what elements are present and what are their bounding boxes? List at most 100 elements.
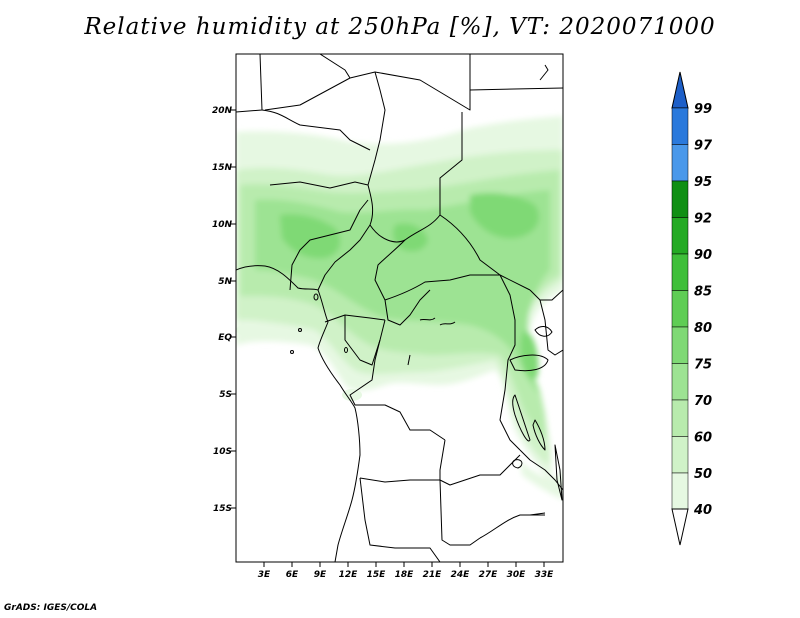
colorbar-segment [671,326,689,364]
colorbar-label: 90 [694,248,712,263]
humidity-patch [342,389,362,401]
lon-tick-label: 27E [479,570,499,580]
colorbar: 99 97 95 92 90 85 80 75 70 60 50 40 [671,71,713,546]
colorbar-segment [671,399,689,437]
country-border [236,54,263,113]
lake [509,354,549,372]
humidity-patch [236,324,264,336]
colorbar-segment [671,290,689,328]
lat-tick-label: 10S [213,447,232,457]
lake [534,326,553,337]
country-border [349,339,446,441]
lat-tick-label: 15N [212,163,233,173]
colorbar-label: 80 [694,321,712,336]
colorbar-segment [671,472,689,510]
island [313,293,319,301]
lake [554,444,563,501]
map-title: Relative humidity at 250hPa [%], VT: 202… [84,14,716,40]
colorbar-segment [671,363,689,401]
humidity-contour-75 [393,223,428,252]
country-border [439,214,531,291]
country-border [439,454,521,486]
island [344,347,348,353]
island [298,328,302,332]
borders [236,54,563,562]
humidity-field [236,116,563,500]
colorbar-label: 50 [694,467,712,482]
lon-tick-label: 12E [339,570,359,580]
lon-tick-label: 33E [535,570,555,580]
colorbar-label: 99 [694,102,712,117]
river [419,317,436,321]
country-border [529,289,563,301]
country-border [374,54,471,111]
lat-tick-label: 10N [212,220,233,230]
colorbar-label: 95 [694,175,712,190]
coastline [236,265,361,562]
lon-tick-label: 15E [367,570,387,580]
island [290,350,294,354]
colorbar-label: 70 [694,394,712,409]
country-border [324,314,386,323]
colorbar-label: 85 [694,285,712,300]
country-border [439,479,481,546]
lake [532,419,546,451]
colorbar-segment [671,107,689,145]
colorbar-label: 40 [693,503,712,518]
lon-tick-label: 18E [395,570,415,580]
country-border [479,514,545,539]
country-border [317,224,371,291]
country-border [264,54,351,111]
country-border [367,184,441,243]
lon-tick-label: 6E [286,570,299,580]
colorbar-segment [671,144,689,182]
colorbar-label: 75 [694,358,712,373]
latitude-labels: 20N 15N 10N 5N EQ 5S 10S 15S [212,106,233,514]
country-border [261,109,371,151]
colorbar-bottom-arrow [671,508,689,546]
colorbar-segment [671,217,689,255]
lake [512,459,523,469]
lat-tick-label: 20N [212,106,233,116]
lat-tick-label: 5S [219,390,232,400]
country-border [539,299,563,356]
country-border [344,315,386,366]
lon-tick-label: 21E [423,570,443,580]
colorbar-segment [671,436,689,474]
colorbar-top-arrow [671,71,689,109]
colorbar-label: 92 [694,212,712,227]
lat-tick-label: 5N [218,277,232,287]
lon-tick-label: 24E [451,570,471,580]
country-border [469,87,563,91]
river [539,64,549,81]
lake [512,394,531,442]
colorbar-segment [671,253,689,291]
colorbar-label: 97 [694,139,713,154]
country-border [499,274,521,451]
humidity-contour-75 [520,330,539,380]
country-border [359,477,441,562]
colorbar-segment [671,180,689,218]
lat-tick-label: 15S [213,504,232,514]
river [407,354,411,366]
colorbar-label: 60 [694,431,712,446]
country-border [289,199,369,291]
lon-tick-label: 9E [314,570,327,580]
lat-tick-label: EQ [218,333,232,343]
lon-tick-label: 3E [258,570,271,580]
longitude-labels: 3E 6E 9E 12E 15E 18E 21E 24E 27E 30E 33E [258,570,554,580]
country-border [359,439,446,483]
country-border [384,289,431,326]
river [439,321,456,326]
country-border [384,274,500,301]
humidity-contour-40 [520,460,563,500]
country-border [269,181,369,189]
credit-label: GrADS: IGES/COLA [4,603,98,613]
map-frame [235,53,564,563]
country-border [374,239,406,301]
country-border [439,112,463,200]
lon-tick-label: 30E [507,570,527,580]
humidity-contour-75 [470,193,539,239]
tick-marks [231,109,545,567]
